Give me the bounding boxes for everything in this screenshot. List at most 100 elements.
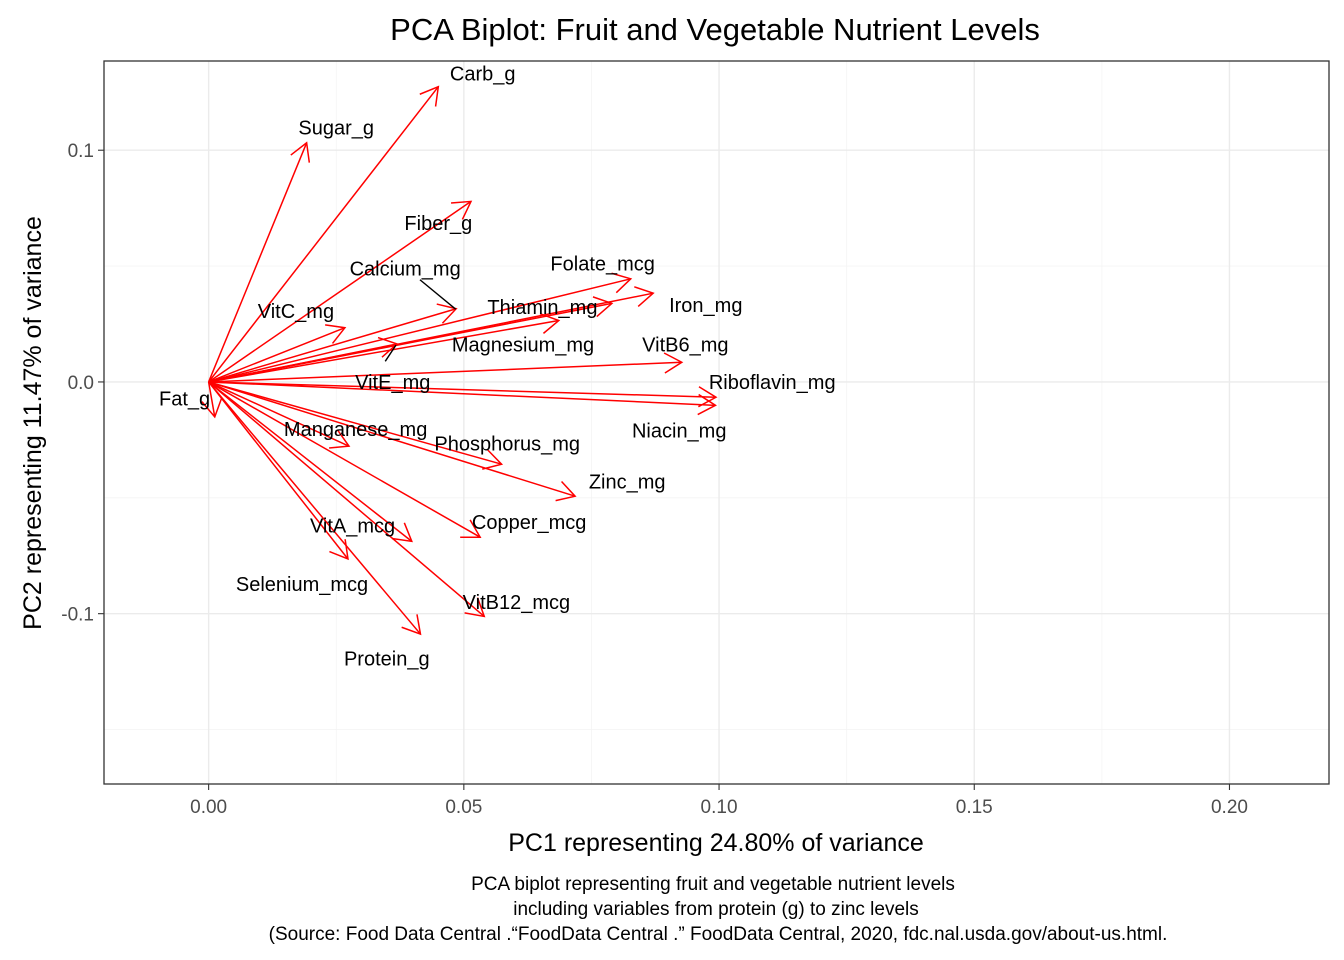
label-selenium-mcg: Selenium_mcg xyxy=(236,574,368,596)
x-tick-label: 0.10 xyxy=(701,797,738,818)
loading-arrow-vitb6-mg xyxy=(208,352,684,383)
leader-line-vite-mg xyxy=(384,344,397,362)
x-tick-label: 0.00 xyxy=(190,797,227,818)
arrow-shaft xyxy=(208,381,717,398)
arrow-head xyxy=(555,480,577,502)
arrow-head xyxy=(391,522,413,543)
plot-panel-border xyxy=(103,60,1330,785)
label-leader-lines xyxy=(384,279,457,362)
loading-arrow-fiber-g xyxy=(208,200,473,383)
y-tick-label: 0.0 xyxy=(68,373,94,394)
chart-title: PCA Biplot: Fruit and Vegetable Nutrient… xyxy=(390,12,1040,47)
loading-arrow-carb-g xyxy=(208,85,440,383)
arrow-head xyxy=(201,397,223,419)
label-zinc-mg: Zinc_mg xyxy=(589,472,666,494)
label-iron-mg: Iron_mg xyxy=(669,295,742,317)
y-axis-title: PC2 representing 11.47% of variance xyxy=(19,216,47,630)
arrow-shaft xyxy=(208,343,398,383)
label-folate-mcg: Folate_mcg xyxy=(550,254,655,276)
loading-arrow-sugar-g xyxy=(207,141,311,383)
arrow-head xyxy=(539,312,561,334)
arrow-shaft xyxy=(208,381,576,497)
loading-arrow-niacin-mg xyxy=(208,381,717,416)
arrow-shaft xyxy=(208,308,457,383)
label-vita-mcg: VitA_mcg xyxy=(310,515,395,537)
arrow-shaft xyxy=(208,381,350,447)
label-calcium-mg: Calcium_mg xyxy=(350,258,461,280)
x-tick-label: 0.15 xyxy=(956,797,993,818)
arrow-shaft xyxy=(208,381,485,618)
arrow-shaft xyxy=(208,200,472,383)
loading-arrow-fat-g xyxy=(201,381,223,419)
arrow-head xyxy=(663,352,684,374)
loading-arrow-magnesium-mg xyxy=(208,312,561,383)
arrow-head xyxy=(634,286,655,307)
arrow-shaft xyxy=(208,86,439,383)
arrow-shaft xyxy=(208,381,481,538)
arrow-head xyxy=(450,200,473,220)
y-tick-label: 0.1 xyxy=(68,141,94,162)
arrow-shaft xyxy=(207,142,308,383)
arrow-head xyxy=(464,597,486,618)
arrow-shaft xyxy=(208,381,349,560)
loading-arrow-zinc-mg xyxy=(208,381,577,502)
label-protein-g: Protein_g xyxy=(344,648,430,670)
label-thiamin-mg: Thiamin_mg xyxy=(487,297,597,319)
arrow-shaft xyxy=(208,319,559,383)
label-vitb6-mg: VitB6_mg xyxy=(642,334,728,356)
x-axis-ticks: 0.00 0.05 0.10 0.15 0.20 xyxy=(190,784,1248,818)
loading-arrow-vite-mg xyxy=(208,336,399,383)
arrow-head xyxy=(436,303,458,324)
label-fiber-g: Fiber_g xyxy=(404,213,472,235)
y-tick-label: -0.1 xyxy=(61,605,94,626)
arrow-head xyxy=(325,324,347,344)
y-axis-ticks: -0.1 0.0 0.1 xyxy=(61,141,104,626)
x-axis-title: PC1 representing 24.80% of variance xyxy=(508,829,924,857)
arrow-head xyxy=(290,141,311,163)
label-fat-g: Fat_g xyxy=(159,388,210,410)
label-manganese-mg: Manganese_mg xyxy=(284,419,427,441)
caption-line-2: including variables from protein (g) to … xyxy=(513,899,919,920)
arrow-head xyxy=(460,519,482,539)
gridlines xyxy=(104,61,1329,784)
loading-arrow-vitc-mg xyxy=(208,324,347,383)
arrow-head xyxy=(482,449,504,470)
label-vitc-mg: VitC_mg xyxy=(258,301,334,323)
label-magnesium-mg: Magnesium_mg xyxy=(452,334,594,356)
loading-arrow-phosphorus-mg xyxy=(208,381,504,470)
loading-arrow-folate-mcg xyxy=(208,272,633,383)
loading-arrow-riboflavin-mg xyxy=(208,381,718,408)
label-sugar-g: Sugar_g xyxy=(298,118,374,140)
arrow-head xyxy=(697,393,717,416)
arrow-shaft xyxy=(207,381,216,418)
arrow-head xyxy=(611,272,633,294)
arrow-shaft xyxy=(208,278,631,383)
arrow-head xyxy=(698,386,718,408)
label-niacin-mg: Niacin_mg xyxy=(632,421,726,443)
arrow-shaft xyxy=(208,381,413,542)
loading-vectors xyxy=(201,85,718,636)
label-riboflavin-mg: Riboflavin_mg xyxy=(709,372,836,394)
label-copper-mcg: Copper_mcg xyxy=(472,512,587,534)
label-phosphorus-mg: Phosphorus_mg xyxy=(434,433,580,455)
arrow-head xyxy=(592,296,614,318)
loading-arrow-vitb12-mcg xyxy=(208,381,486,618)
x-tick-label: 0.05 xyxy=(445,797,482,818)
loading-arrow-vita-mcg xyxy=(208,381,413,543)
x-tick-label: 0.20 xyxy=(1211,797,1248,818)
loading-arrow-calcium-mg xyxy=(208,303,458,383)
arrow-head xyxy=(419,85,440,107)
arrow-head xyxy=(401,614,422,636)
variable-labels: Carb_g Sugar_g Fiber_g Calcium_mg Folate_mcg… xyxy=(159,64,836,671)
arrow-shaft xyxy=(208,381,422,635)
loading-arrow-manganese-mg xyxy=(208,381,351,449)
label-vite-mg: VitE_mg xyxy=(355,372,430,394)
loading-arrow-protein-g xyxy=(208,381,422,636)
leader-line-calcium-mg xyxy=(419,279,457,310)
label-vitb12-mcg: VitB12_mcg xyxy=(463,592,570,614)
label-carb-g: Carb_g xyxy=(450,64,516,86)
arrow-shaft xyxy=(208,361,682,383)
arrow-shaft xyxy=(208,381,716,407)
caption-line-1: PCA biplot representing fruit and vegeta… xyxy=(471,874,955,895)
